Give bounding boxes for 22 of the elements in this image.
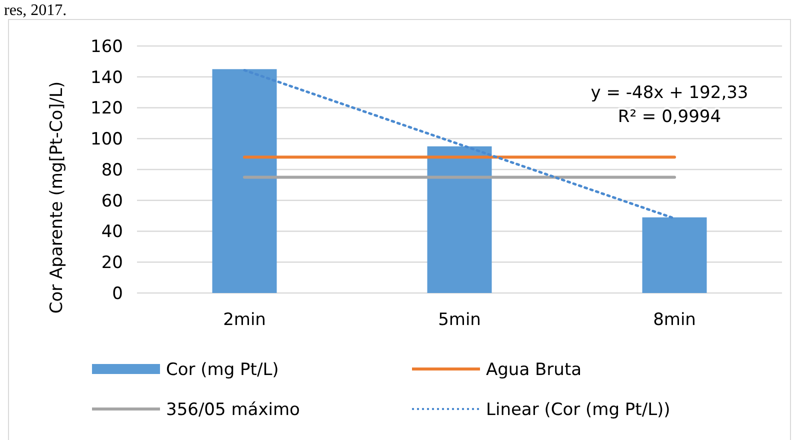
- x-tick-label: 2min: [223, 310, 266, 330]
- legend-label: 356/05 máximo: [166, 400, 300, 420]
- annotation: y = -48x + 192,33 R² = 0,9994: [590, 83, 748, 127]
- legend-label: Cor (mg Pt/L): [166, 360, 279, 380]
- y-tick-label: 140: [90, 68, 123, 88]
- y-axis-title: Cor Aparente (mg[Pt-Co]/L): [47, 81, 67, 314]
- x-tick-label: 5min: [438, 310, 481, 330]
- y-tick-label: 100: [90, 130, 123, 150]
- legend-label: Agua Bruta: [486, 360, 582, 380]
- y-tick-label: 120: [90, 98, 123, 119]
- legend-label: Linear (Cor (mg Pt/L)): [486, 400, 670, 420]
- text: res, 2017.: [4, 2, 67, 19]
- y-tick-label: 20: [101, 253, 123, 274]
- y-tick-label: 0: [112, 284, 123, 304]
- y-tick-label: 160: [90, 36, 123, 57]
- bar: [212, 69, 277, 293]
- y-tick-label: 40: [101, 222, 123, 242]
- bar: [427, 146, 492, 293]
- x-tick-label: 8min: [653, 310, 696, 330]
- y-tick-label: 80: [101, 160, 123, 180]
- y-tick-label: 60: [101, 191, 123, 212]
- bar: [642, 217, 707, 293]
